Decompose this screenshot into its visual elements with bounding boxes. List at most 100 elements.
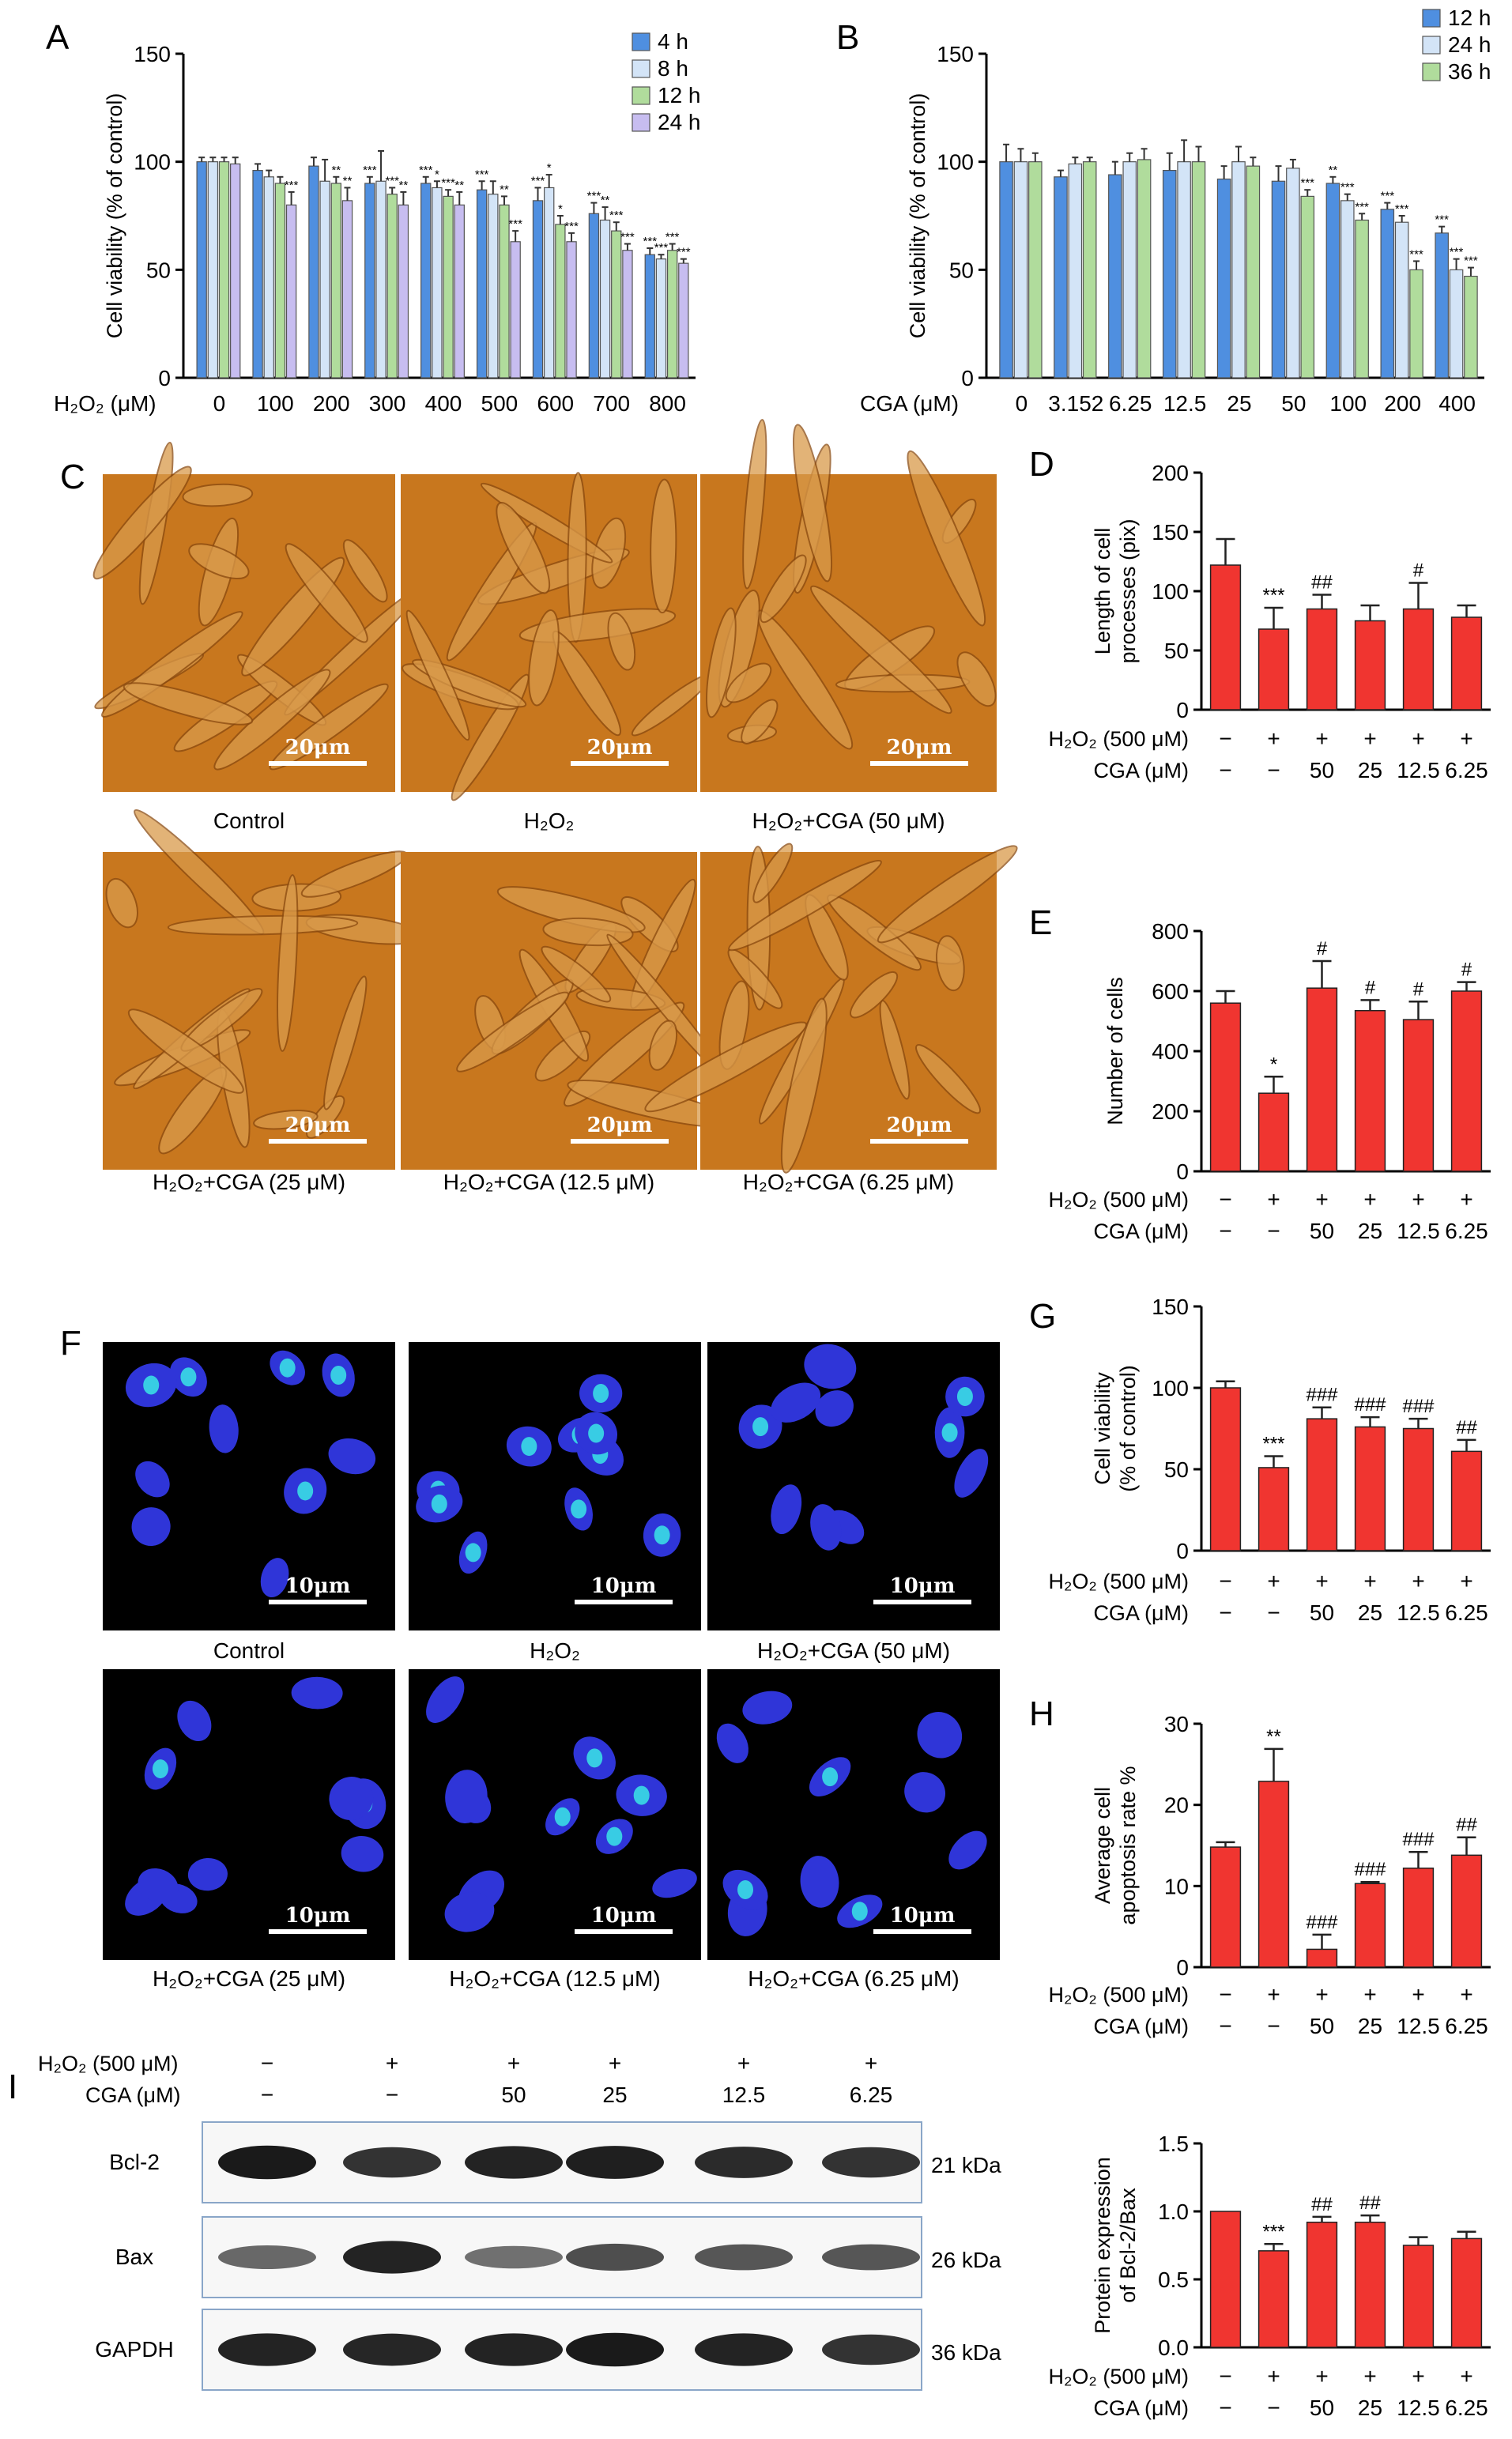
scale-bar-label: 10μm bbox=[890, 1904, 956, 1928]
bright-nucleus-shape bbox=[571, 1499, 587, 1519]
cell-shape bbox=[915, 1044, 982, 1114]
cell-shape bbox=[752, 843, 794, 903]
bar-8h-600 bbox=[543, 187, 555, 379]
cga-row-label: CGA (μM) bbox=[1093, 1601, 1189, 1625]
significance-label: *** bbox=[508, 217, 522, 231]
micrograph-1: 10μm bbox=[409, 1342, 701, 1630]
cell-shape bbox=[123, 682, 254, 726]
micrograph-2: 20μm bbox=[700, 419, 997, 792]
y-axis-label: of Bcl-2/Bax bbox=[1116, 2188, 1140, 2303]
bar-12h-300 bbox=[386, 194, 398, 379]
bright-nucleus-shape bbox=[752, 1417, 769, 1437]
cga-row-label: CGA (μM) bbox=[1093, 759, 1189, 782]
y-tick-label: 20 bbox=[1164, 1793, 1189, 1818]
h2o2-mark: − bbox=[1219, 1187, 1231, 1212]
blot-band bbox=[566, 2146, 664, 2179]
blot-size-label: 36 kDa bbox=[931, 2340, 1001, 2365]
x-tick-label: 300 bbox=[369, 391, 406, 416]
y-axis-label: apoptosis rate % bbox=[1116, 1766, 1140, 1924]
cga-mark: 50 bbox=[1310, 1600, 1334, 1625]
bar-8h-400 bbox=[432, 187, 443, 379]
h2o2-mark: + bbox=[1460, 726, 1472, 751]
significance-label: *** bbox=[1435, 213, 1449, 227]
cell-shape bbox=[528, 609, 560, 707]
bar-5 bbox=[1450, 1450, 1483, 1551]
significance-label: ** bbox=[343, 174, 353, 187]
h2o2-mark: + bbox=[1412, 1569, 1424, 1593]
bright-nucleus-shape bbox=[297, 1481, 314, 1501]
blot-h2o2-mark: + bbox=[609, 2051, 621, 2075]
cga-row-label: CGA (μM) bbox=[1093, 2396, 1189, 2420]
nucleus-shape bbox=[771, 1382, 821, 1423]
cell-shape bbox=[306, 1095, 345, 1139]
cga-mark: 25 bbox=[1358, 1600, 1382, 1625]
legend-entry: 24 h bbox=[1448, 32, 1491, 57]
bar-3 bbox=[1354, 1426, 1386, 1551]
scale-bar-label: 20μm bbox=[587, 1114, 653, 1137]
bar-12h-600 bbox=[555, 224, 566, 379]
significance-label: * bbox=[547, 161, 552, 175]
y-tick-label: 0 bbox=[961, 366, 974, 390]
significance-label: # bbox=[1317, 938, 1328, 959]
cga-mark: 25 bbox=[1358, 2396, 1382, 2420]
significance-label: *** bbox=[441, 176, 455, 190]
cell-shape bbox=[182, 483, 254, 507]
significance-label: *** bbox=[1262, 2221, 1284, 2242]
nucleus-shape bbox=[917, 1712, 963, 1759]
blot-h2o2-mark: − bbox=[261, 2051, 273, 2075]
bar-12h-3.152 bbox=[1054, 176, 1068, 379]
bar-8h-800 bbox=[655, 258, 667, 379]
bar-36h-50 bbox=[1300, 195, 1315, 379]
cga-mark: 12.5 bbox=[1397, 2396, 1440, 2420]
bar-0 bbox=[1209, 2211, 1242, 2348]
panel-label-C: C bbox=[60, 458, 85, 496]
bar-4 bbox=[1402, 2245, 1435, 2348]
significance-label: *** bbox=[1381, 190, 1395, 203]
blot-band bbox=[465, 2333, 563, 2366]
nucleus-shape bbox=[209, 1404, 239, 1453]
cga-mark: 50 bbox=[1310, 1219, 1334, 1243]
y-tick-label: 0 bbox=[1176, 1159, 1189, 1184]
cell-shape bbox=[188, 543, 250, 580]
blot-cga-mark: 25 bbox=[602, 2083, 627, 2107]
significance-label: ## bbox=[1311, 572, 1333, 594]
nucleus-shape bbox=[328, 1438, 376, 1475]
significance-label: *** bbox=[643, 235, 658, 248]
bar-24h-0 bbox=[230, 163, 241, 379]
blot-band bbox=[822, 2244, 920, 2271]
bright-nucleus-shape bbox=[143, 1375, 160, 1395]
y-tick-label: 50 bbox=[1164, 1457, 1189, 1482]
nucleus-shape bbox=[135, 1461, 170, 1498]
micrograph-caption: H₂O₂+CGA (50 μM) bbox=[752, 809, 945, 833]
scale-bar-label: 20μm bbox=[887, 1114, 952, 1137]
scale-bar-label: 10μm bbox=[890, 1574, 956, 1598]
cell-shape bbox=[809, 585, 952, 714]
y-tick-label: 1.5 bbox=[1158, 2132, 1189, 2156]
bar-36h-12.5 bbox=[1191, 161, 1206, 379]
micrograph-3: 20μm bbox=[103, 809, 424, 1170]
bar-8h-300 bbox=[375, 180, 386, 379]
h2o2-row-label: H₂O₂ (500 μM) bbox=[1048, 727, 1189, 751]
cell-shape bbox=[760, 554, 807, 624]
micrograph-2: 10μm bbox=[707, 1342, 1000, 1630]
bar-8h-700 bbox=[599, 219, 611, 379]
bright-nucleus-shape bbox=[279, 1358, 296, 1378]
bar-24h-300 bbox=[398, 204, 409, 379]
h2o2-mark: − bbox=[1219, 726, 1231, 751]
bar-4 bbox=[1402, 1019, 1435, 1172]
cga-mark: 50 bbox=[1310, 2014, 1334, 2038]
nucleus-shape bbox=[329, 1777, 374, 1821]
cell-shape bbox=[650, 478, 677, 614]
bright-nucleus-shape bbox=[586, 1748, 603, 1768]
scale-bar-label: 20μm bbox=[285, 1114, 351, 1137]
bar-36h-25 bbox=[1246, 165, 1261, 379]
bar-8h-500 bbox=[488, 194, 499, 379]
bright-nucleus-shape bbox=[941, 1423, 958, 1442]
micrograph-4: 20μm bbox=[401, 852, 738, 1170]
significance-label: *** bbox=[677, 246, 691, 259]
h2o2-mark: + bbox=[1315, 1982, 1328, 2007]
blot-band bbox=[218, 2333, 316, 2366]
bar-12h-700 bbox=[611, 230, 622, 379]
bar-36h-400 bbox=[1464, 275, 1478, 379]
